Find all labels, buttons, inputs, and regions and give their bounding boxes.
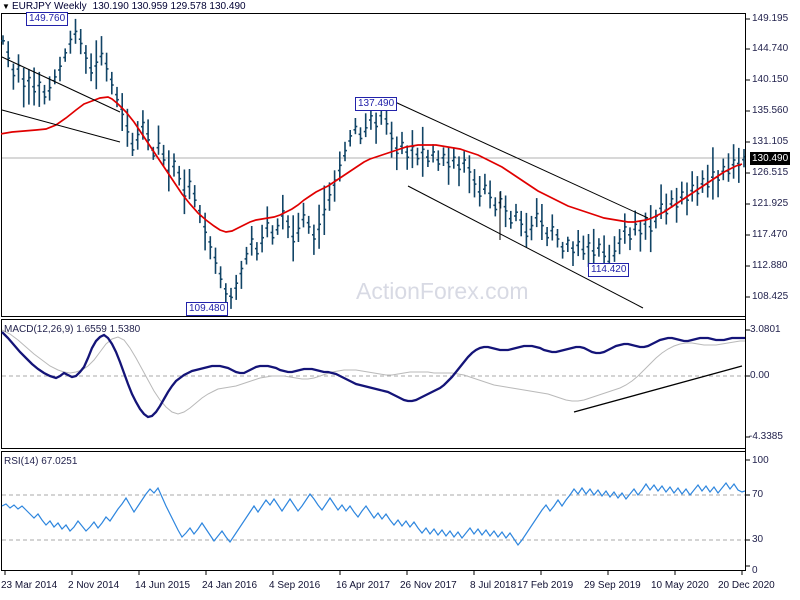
- collapse-caret-icon[interactable]: ▼: [2, 2, 10, 11]
- price-axis-label-6: 121.925: [752, 198, 789, 209]
- descending-channel-lower: [407, 185, 644, 309]
- ohlc-values: 130.190 130.959 129.578 130.490: [92, 1, 246, 12]
- price-axis-label-0: 149.195: [752, 13, 789, 24]
- price-axis-ticks: [745, 18, 750, 298]
- descending-channel-upper: [394, 101, 649, 219]
- price-axis-label-2: 140.150: [752, 74, 789, 85]
- price-axis-label-4: 131.105: [752, 136, 789, 147]
- price-axis-label-7: 117.470: [752, 229, 788, 240]
- annotation-114420[interactable]: 114.420: [588, 263, 630, 277]
- macd-main-line: [1, 331, 745, 419]
- macd-signal-line: [1, 329, 745, 415]
- price-axis-label-3: 135.560: [752, 105, 789, 116]
- annotation-149760[interactable]: 149.760: [26, 12, 69, 26]
- date-label-2: 14 Jun 2015: [135, 580, 191, 591]
- descending-channel: [394, 101, 649, 309]
- macd-axis-label-2: -4.3385: [749, 431, 783, 442]
- rsi-axis-label-0: 100: [752, 455, 769, 466]
- macd-axis-ticks: [745, 329, 750, 438]
- date-label-5: 16 Apr 2017: [336, 580, 390, 591]
- rsi-panel-frame: [1, 451, 746, 571]
- date-label-7: 8 Jul 2018: [470, 580, 517, 591]
- rsi-title: RSI(14) 67.0251: [4, 456, 78, 467]
- xaxis-ticks: [4, 570, 743, 575]
- moving-average-line: [1, 96, 743, 233]
- date-label-8: 17 Feb 2019: [517, 580, 574, 591]
- price-axis-label-1: 144.740: [752, 43, 789, 54]
- xaxis-corner-label: 0: [752, 565, 758, 576]
- early-channel-lower: [1, 109, 121, 143]
- date-label-9: 29 Sep 2019: [584, 580, 641, 591]
- early-channel: [1, 56, 121, 143]
- macd-axis-label-0: 3.0801: [750, 324, 781, 335]
- rsi-axis-ticks: [745, 459, 750, 567]
- price-axis-label-5: 126.515: [752, 167, 789, 178]
- price-axis-label-9: 108.425: [752, 291, 789, 302]
- date-label-0: 23 Mar 2014: [1, 580, 58, 591]
- date-label-6: 26 Nov 2017: [400, 580, 457, 591]
- annotation-109480[interactable]: 109.480: [186, 302, 229, 316]
- symbol-label: EURJPY Weekly: [12, 1, 87, 12]
- rsi-axis-label-1: 70: [752, 489, 764, 500]
- rsi-line: [1, 481, 745, 547]
- date-label-1: 2 Nov 2014: [68, 580, 120, 591]
- early-channel-upper: [1, 56, 121, 113]
- rsi-axis-label-2: 30: [752, 534, 764, 545]
- price-axis-label-8: 112.880: [752, 260, 788, 271]
- macd-axis-label-1: 0.00: [750, 370, 770, 381]
- watermark: ActionForex.com: [356, 278, 529, 304]
- date-label-11: 20 Dec 2020: [718, 580, 775, 591]
- macd-uptrend-line: [573, 365, 743, 413]
- annotation-137490[interactable]: 137.490: [355, 97, 398, 111]
- date-label-4: 4 Sep 2016: [269, 580, 321, 591]
- macd-title: MACD(12,26,9) 1.6559 1.5380: [4, 324, 141, 335]
- candlestick-series: [1, 18, 745, 309]
- chart-header: ▼ EURJPY Weekly 130.190 130.959 129.578 13…: [0, 0, 800, 14]
- date-label-10: 10 May 2020: [651, 580, 709, 591]
- price-panel-frame: [1, 13, 746, 317]
- date-label-3: 24 Jan 2016: [202, 580, 258, 591]
- panel-frames: [1, 13, 746, 571]
- current-price-tag: 130.490: [750, 152, 791, 165]
